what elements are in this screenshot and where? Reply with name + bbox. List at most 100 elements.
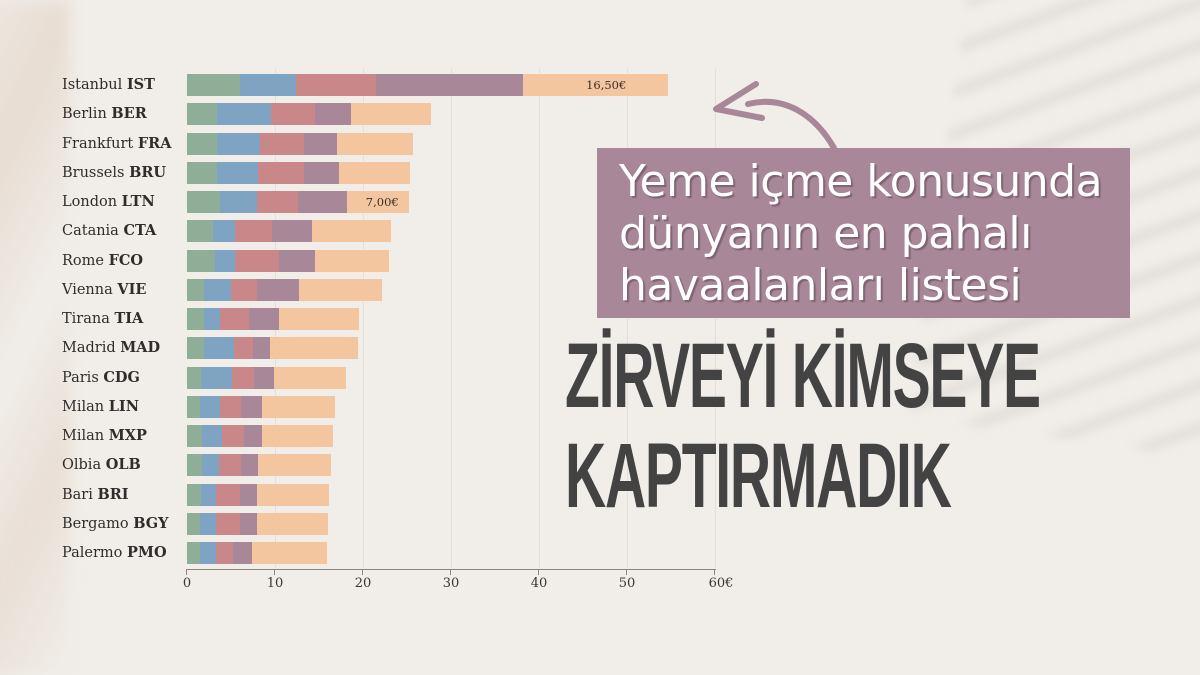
row-label: London LTN: [62, 191, 155, 213]
bar-segment-5: [269, 337, 358, 360]
stacked-bar: [187, 161, 410, 184]
bar-segment-2: [203, 337, 234, 360]
airport-code: BRU: [129, 163, 167, 181]
stacked-bar: [187, 337, 358, 360]
stacked-bar: [187, 220, 392, 243]
stacked-bar: 16,50€: [187, 74, 669, 96]
stacked-bar: [187, 103, 431, 126]
value-label: 16,50€: [586, 78, 627, 92]
bar-segment-1: [187, 542, 201, 564]
bar-segment-2: [216, 161, 259, 184]
bar-segment-1: [187, 74, 240, 96]
airport-code: BER: [111, 105, 147, 123]
bar-segment-5: [257, 512, 328, 535]
bar-segment-2: [200, 512, 217, 535]
airport-code: MAD: [120, 339, 161, 357]
bar-segment-4: [252, 337, 270, 360]
airport-code: CDG: [103, 368, 140, 386]
city-name: Palermo: [62, 545, 127, 561]
chart-row: Paris CDG: [0, 366, 740, 389]
x-axis-tick-label: 60€: [708, 576, 734, 591]
x-axis-tick-label: 30: [442, 576, 460, 591]
headline-line-2: KAPTIRMADIK: [565, 425, 952, 527]
chart-row: Frankfurt FRA: [0, 132, 740, 155]
chart-row: Rome FCO: [0, 249, 740, 272]
x-axis-tick: [714, 569, 715, 575]
bar-segment-1: [187, 395, 201, 418]
bar-segment-5: [314, 249, 390, 272]
row-label: Frankfurt FRA: [62, 133, 171, 155]
gridline: [451, 68, 452, 568]
city-name: Madrid: [62, 340, 121, 357]
bar-segment-5: [252, 542, 327, 564]
bar-segment-2: [216, 132, 261, 155]
bar-segment-4: [239, 512, 258, 535]
stacked-bar: [187, 249, 390, 272]
bar-segment-4: [240, 395, 262, 418]
bar-segment-4: [240, 454, 259, 477]
airport-code: IST: [126, 76, 155, 93]
row-label: Paris CDG: [62, 367, 140, 389]
chart-row: Bergamo BGY: [0, 512, 740, 535]
bar-segment-5: 16,50€: [523, 74, 669, 96]
callout-box: Yeme içme konusunda dünyanın en pahalı h…: [597, 148, 1130, 318]
x-axis-tick: [186, 569, 187, 575]
airport-code: CTA: [123, 222, 157, 240]
bar-segment-3: [235, 249, 279, 272]
bar-segment-2: [200, 395, 221, 418]
bar-segment-4: [239, 483, 257, 506]
bar-segment-2: [200, 542, 217, 564]
bar-segment-5: [339, 161, 410, 184]
bar-segment-5: [261, 425, 334, 447]
row-label: Milan MXP: [62, 425, 147, 447]
value-label: 7,00€: [365, 195, 399, 209]
bar-segment-4: [376, 74, 524, 96]
bar-segment-2: [203, 308, 221, 330]
bar-segment-4: [244, 425, 262, 447]
bar-segment-5: [337, 132, 414, 155]
bar-segment-5: [256, 483, 329, 506]
row-label: Vienna VIE: [62, 279, 146, 301]
bar-segment-4: [253, 366, 275, 389]
gridline: [539, 68, 540, 568]
x-axis-tick: [274, 569, 275, 575]
airport-code: OLB: [105, 456, 141, 474]
row-label: Madrid MAD: [62, 337, 160, 359]
row-label: Rome FCO: [62, 250, 143, 272]
row-label: Bari BRI: [62, 484, 129, 506]
chart-row: Brussels BRU: [0, 161, 740, 184]
callout-line-1: Yeme içme konusunda: [619, 156, 1103, 207]
bar-segment-1: [187, 425, 202, 447]
airport-code: TIA: [114, 310, 144, 327]
bar-segment-3: [220, 395, 241, 418]
chart-row: Olbia OLB: [0, 454, 740, 477]
bar-segment-3: [260, 132, 305, 155]
bar-segment-3: [222, 425, 245, 447]
chart-row: Palermo PMO: [0, 542, 740, 564]
stacked-bar: [187, 454, 332, 477]
chart-row: Berlin BER: [0, 103, 740, 126]
city-name: Berlin: [62, 106, 112, 123]
bar-segment-2: [215, 249, 236, 272]
stacked-bar: [187, 366, 347, 389]
bar-segment-1: [187, 337, 204, 360]
headline: ZİRVEYİ KİMSEYE KAPTIRMADIK: [565, 330, 1195, 530]
stacked-bar: [187, 542, 327, 564]
airport-code: PMO: [127, 544, 167, 561]
chart-row: Milan LIN: [0, 395, 740, 418]
chart-row: Bari BRI: [0, 483, 740, 506]
bar-segment-1: [187, 132, 217, 155]
bar-segment-5: [274, 366, 347, 389]
bar-segment-2: [239, 74, 297, 96]
bar-segment-4: [257, 278, 299, 301]
x-axis-tick: [362, 569, 363, 575]
bar-segment-3: [220, 308, 249, 330]
bar-segment-3: [233, 337, 253, 360]
bar-segment-5: [298, 278, 383, 301]
chart-row: Vienna VIE: [0, 278, 740, 301]
city-name: Frankfurt: [62, 135, 138, 152]
x-axis-tick-label: 50: [618, 576, 636, 591]
bar-segment-5: [279, 308, 359, 330]
chart-row: Istanbul IST 16,50€: [0, 74, 740, 96]
bar-segment-3: [256, 191, 298, 213]
